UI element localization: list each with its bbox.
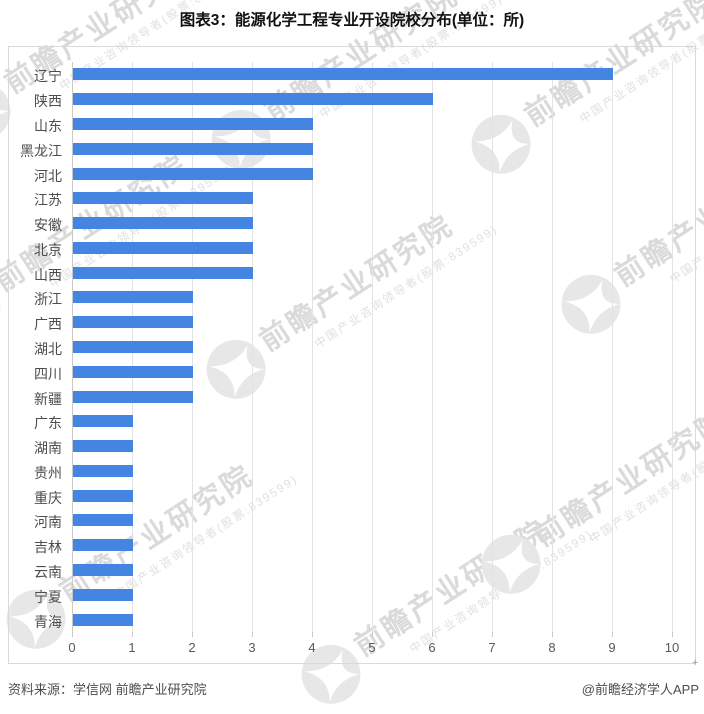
x-tick-mark <box>612 632 613 637</box>
bar <box>73 564 133 577</box>
x-tick-label: 10 <box>664 640 680 655</box>
x-gridline <box>372 62 373 632</box>
bar <box>73 613 133 626</box>
bar <box>73 142 313 155</box>
x-tick-mark <box>132 632 133 637</box>
y-axis-label: 云南 <box>34 564 62 581</box>
x-tick-label: 5 <box>368 640 376 655</box>
x-tick-mark <box>672 632 673 637</box>
y-axis-label: 河南 <box>34 514 62 531</box>
x-gridline <box>672 62 673 632</box>
x-tick-label: 3 <box>248 640 256 655</box>
x-gridline <box>492 62 493 632</box>
bar <box>73 539 133 552</box>
bar <box>73 266 253 279</box>
y-axis-label: 贵州 <box>34 464 62 481</box>
y-axis-label: 宁夏 <box>34 588 62 605</box>
x-tick-label: 6 <box>428 640 436 655</box>
bar <box>73 390 193 403</box>
y-axis-label: 四川 <box>34 365 62 382</box>
y-axis-label: 安徽 <box>34 217 62 234</box>
bar <box>73 93 433 106</box>
x-tick-mark <box>492 632 493 637</box>
x-tick-mark <box>252 632 253 637</box>
footer: 资料来源：学信网 前瞻产业研究院 @前瞻经济学人APP <box>8 679 699 698</box>
x-tick-label: 8 <box>548 640 556 655</box>
y-axis-label: 北京 <box>34 241 62 258</box>
x-tick-label: 0 <box>68 640 76 655</box>
bar <box>73 514 133 527</box>
x-tick-mark <box>432 632 433 637</box>
bar <box>73 588 133 601</box>
y-axis-label: 黑龙江 <box>20 142 62 159</box>
bar <box>73 415 133 428</box>
x-tick-label: 7 <box>488 640 496 655</box>
x-gridline <box>432 62 433 632</box>
y-axis-label: 湖南 <box>34 440 62 457</box>
y-axis-label: 青海 <box>34 613 62 630</box>
cursor-artifact: + <box>692 657 699 669</box>
y-axis-labels: 辽宁陕西山东黑龙江河北江苏安徽北京山西浙江广西湖北四川新疆广东湖南贵州重庆河南吉… <box>9 62 66 632</box>
x-gridline <box>312 62 313 632</box>
y-axis-label: 广东 <box>34 415 62 432</box>
bar <box>73 440 133 453</box>
bar <box>73 192 253 205</box>
y-axis-label: 浙江 <box>34 291 62 308</box>
x-tick-mark <box>312 632 313 637</box>
y-axis-label: 河北 <box>34 167 62 184</box>
y-axis-label: 重庆 <box>34 489 62 506</box>
y-axis-label: 山东 <box>34 117 62 134</box>
plot-area: 0 1 2 3 4 5 6 7 8 9 10 <box>68 62 679 655</box>
bar <box>73 117 313 130</box>
y-axis-label: 湖北 <box>34 341 62 357</box>
bar <box>73 464 133 477</box>
x-tick-label: 1 <box>128 640 136 655</box>
bar <box>73 489 133 502</box>
y-axis-label: 山西 <box>34 266 62 283</box>
x-gridline <box>552 62 553 632</box>
bar <box>73 167 313 180</box>
credit-note: @前瞻经济学人APP <box>581 682 699 697</box>
y-axis-label: 江苏 <box>34 192 62 209</box>
bar <box>73 241 253 254</box>
bar <box>73 68 613 81</box>
bar <box>73 291 193 304</box>
x-tick-mark <box>372 632 373 637</box>
y-axis-label: 广西 <box>34 316 62 333</box>
x-tick-label: 2 <box>188 640 196 655</box>
y-axis-label: 辽宁 <box>34 68 62 85</box>
x-tick-label: 9 <box>608 640 616 655</box>
x-gridline <box>612 62 613 632</box>
chart-title: 图表3：能源化学工程专业开设院校分布(单位：所) <box>179 12 525 29</box>
x-tick-mark <box>72 632 73 637</box>
x-tick-mark <box>552 632 553 637</box>
bar <box>73 341 193 353</box>
chart-area: 辽宁陕西山东黑龙江河北江苏安徽北京山西浙江广西湖北四川新疆广东湖南贵州重庆河南吉… <box>8 46 696 664</box>
bar <box>73 316 193 329</box>
bar <box>73 365 193 378</box>
x-tick-mark <box>192 632 193 637</box>
source-note: 资料来源：学信网 前瞻产业研究院 <box>8 682 207 697</box>
bar <box>73 217 253 230</box>
x-tick-label: 4 <box>308 640 316 655</box>
y-axis-line <box>72 62 73 632</box>
y-axis-label: 新疆 <box>34 390 62 407</box>
y-axis-label: 陕西 <box>34 93 62 110</box>
y-axis-label: 吉林 <box>34 539 62 556</box>
